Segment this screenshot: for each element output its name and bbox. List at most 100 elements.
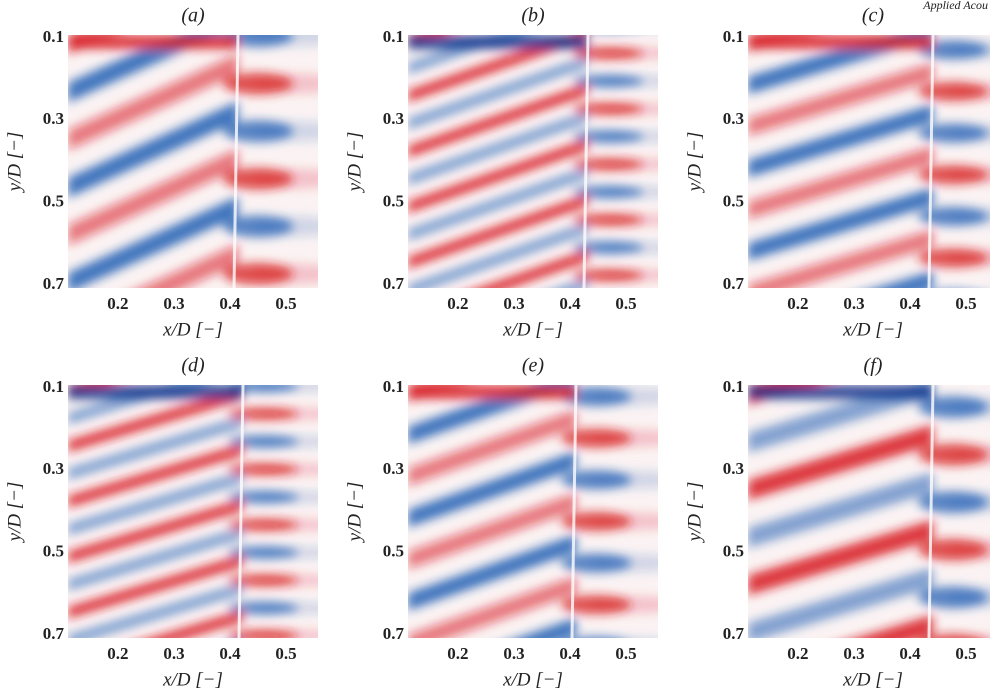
flow-band [68, 35, 219, 103]
x-tick-label: 0.3 [163, 294, 184, 313]
panel-label: (f) [864, 355, 883, 377]
flow-band [149, 610, 243, 638]
flow-band [68, 499, 243, 564]
y-tick-label: 0.5 [723, 192, 744, 211]
acoustic-lobe-fade [258, 408, 318, 420]
panel-label: (c) [862, 5, 885, 27]
acoustic-lobe-fade [591, 387, 658, 406]
flow-band [408, 221, 588, 288]
field-blur [68, 35, 318, 288]
y-tick-label: 0.3 [43, 109, 64, 128]
acoustic-lobe-fade [591, 554, 658, 572]
acoustic-lobe-fade [603, 241, 658, 254]
acoustic-lobe-fade [258, 435, 318, 448]
field [68, 385, 348, 670]
acoustic-lobe-fade [253, 216, 318, 237]
shock-line [570, 385, 578, 638]
y-tick-label: 0.5 [43, 542, 64, 561]
x-tick-label: 0.2 [447, 294, 468, 313]
acoustic-lobe-fade [253, 168, 318, 189]
acoustic-lobe-fade [258, 630, 318, 638]
panel: (b) 0.2 0.3 0.4 0.5 0.1 0.3 0.5 0.7 x/D [−] y/D [−… [344, 0, 693, 340]
flow-band [140, 243, 238, 288]
flow-band [68, 582, 243, 638]
y-tick-label: 0.7 [43, 624, 65, 643]
flow-band [478, 249, 588, 288]
flow-band [748, 62, 933, 136]
flow-band [68, 554, 243, 619]
y-axis-label: y/D [−] [4, 482, 25, 544]
flow-band [748, 424, 933, 501]
acoustic-lobe-fade [948, 350, 990, 370]
shock-line [582, 35, 590, 288]
x-tick-label: 0.3 [503, 294, 524, 313]
flow-band [748, 104, 933, 178]
panel: (f) 0.2 0.3 0.4 0.5 0.1 0.3 0.5 0.7 x/D [−] y/D [−… [684, 349, 990, 690]
x-axis-label: x/D [−] [502, 319, 563, 340]
acoustic-lobe-fade [948, 492, 990, 513]
acoustic-lobe-fade [258, 491, 318, 503]
y-tick-label: 0.3 [383, 459, 404, 478]
flow-band [748, 187, 933, 261]
x-axis-label: x/D [−] [162, 319, 223, 340]
acoustic-lobe [578, 636, 614, 638]
x-axis-label: x/D [−] [162, 669, 223, 690]
x-tick-label: 0.2 [107, 294, 128, 313]
y-tick-label: 0.7 [723, 274, 745, 293]
acoustic-lobe-fade [258, 546, 318, 559]
acoustic-lobe-fade [948, 82, 990, 101]
panel-label: (b) [521, 5, 545, 27]
panel-label: (d) [181, 355, 205, 377]
field [408, 0, 693, 288]
acoustic-lobe-fade [960, 634, 990, 638]
acoustic-lobe-fade [948, 444, 990, 465]
x-tick-label: 0.3 [503, 644, 524, 663]
acoustic-lobe [918, 349, 988, 371]
acoustic-lobe-fade [591, 512, 658, 531]
x-tick-label: 0.2 [447, 644, 468, 663]
wall-band [748, 35, 933, 49]
acoustic-lobe-fade [622, 637, 650, 638]
acoustic-lobe-fade [603, 0, 693, 4]
field [68, 35, 318, 288]
wall-band [408, 385, 576, 399]
x-tick-label: 0.5 [955, 294, 976, 313]
flow-band [68, 53, 238, 151]
y-tick-label: 0.1 [723, 377, 744, 396]
acoustic-lobe-fade [258, 463, 318, 476]
shock-line [232, 35, 240, 288]
panel: (d) 0.2 0.3 0.4 0.5 0.1 0.3 0.5 0.7 x/D [−] y/D [−… [4, 355, 348, 690]
flow-band [68, 415, 243, 480]
x-tick-label: 0.4 [559, 294, 581, 313]
y-tick-label: 0.1 [43, 27, 64, 46]
x-axis-label: x/D [−] [842, 319, 903, 340]
flow-band [408, 166, 588, 241]
flow-band [68, 388, 243, 453]
x-tick-label: 0.5 [955, 644, 976, 663]
field-blur [748, 35, 990, 288]
y-tick-label: 0.7 [723, 624, 745, 643]
acoustic-lobe-fade [253, 73, 318, 94]
acoustic-lobe-fade [603, 47, 658, 60]
flow-band [68, 443, 243, 508]
y-tick-label: 0.3 [723, 109, 744, 128]
acoustic-lobe-fade [258, 658, 348, 670]
flow-band [68, 101, 238, 198]
y-tick-label: 0.3 [43, 459, 64, 478]
flow-band [748, 519, 933, 596]
flow-band [408, 492, 576, 569]
panel-label: (a) [181, 5, 205, 27]
acoustic-lobe-fade [948, 539, 990, 560]
flow-band [68, 526, 243, 591]
acoustic-lobe-fade [603, 269, 658, 282]
flow-band [68, 471, 243, 536]
flow-band [557, 277, 588, 288]
y-tick-label: 0.1 [383, 377, 404, 396]
flow-band [408, 110, 588, 186]
x-axis-label: x/D [−] [842, 669, 903, 690]
acoustic-lobe-fade [948, 397, 990, 418]
x-tick-label: 0.4 [899, 644, 921, 663]
acoustic-lobe-fade [253, 35, 318, 47]
acoustic-lobe-fade [603, 158, 658, 171]
field [408, 385, 658, 638]
